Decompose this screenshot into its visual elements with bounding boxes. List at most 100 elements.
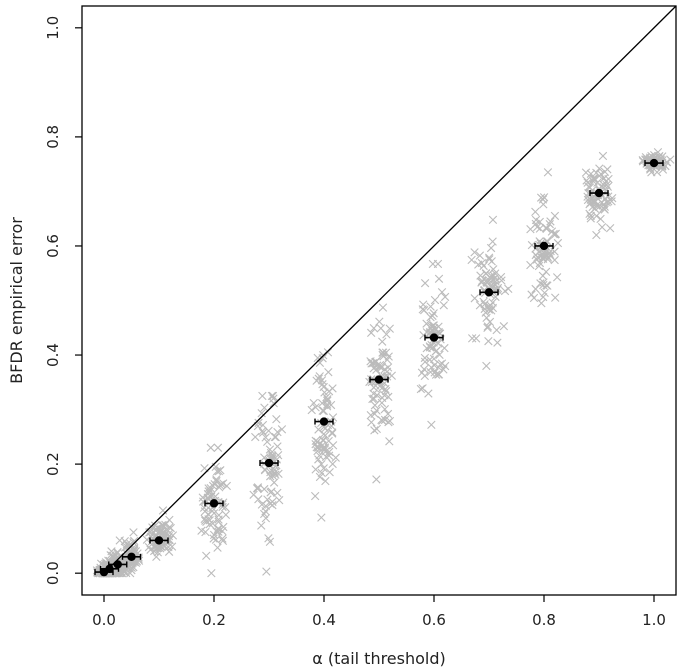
replicate-point xyxy=(257,408,266,418)
replicate-point xyxy=(218,534,227,543)
replicate-point xyxy=(493,338,502,347)
replicate-point xyxy=(586,214,595,223)
replicate-point xyxy=(543,255,552,264)
replicate-point xyxy=(603,182,612,191)
replicate-point xyxy=(328,429,337,438)
replicate-point xyxy=(328,413,338,422)
replicate-point xyxy=(369,324,379,333)
replicate-point xyxy=(277,425,287,434)
mean-point xyxy=(121,552,142,562)
y-tick-label: 1.0 xyxy=(44,16,62,40)
replicate-point xyxy=(165,535,174,545)
replicate-point xyxy=(370,426,379,435)
replicate-point xyxy=(440,292,450,302)
replicate-point xyxy=(382,367,392,376)
replicate-point xyxy=(120,537,129,546)
replicate-point xyxy=(595,171,604,181)
replicate-point xyxy=(380,404,390,414)
replicate-point xyxy=(368,394,377,404)
replicate-point xyxy=(130,536,139,546)
replicate-point xyxy=(440,343,449,353)
replicate-point xyxy=(499,322,509,331)
replicate-point xyxy=(271,432,280,442)
mean-point xyxy=(108,560,128,569)
replicate-point xyxy=(477,277,486,287)
replicate-point xyxy=(265,445,275,454)
replicate-point xyxy=(430,361,439,370)
x-tick-label: 0.4 xyxy=(312,611,336,629)
replicate-point xyxy=(431,347,440,356)
replicate-point xyxy=(366,328,376,338)
replicate-point xyxy=(258,391,267,401)
x-axis: 0.0 0.2 0.4 0.6 0.8 1.0 xyxy=(92,595,666,629)
y-tick-label: 0.6 xyxy=(44,234,62,258)
y-tick-label: 0.0 xyxy=(44,561,62,585)
replicate-point xyxy=(595,164,604,173)
replicate-point xyxy=(584,189,593,198)
replicate-point xyxy=(476,271,485,280)
mean-point xyxy=(589,188,609,198)
replicate-point xyxy=(267,391,277,401)
replicate-point xyxy=(312,443,321,452)
replicate-point xyxy=(419,306,429,315)
replicate-point xyxy=(265,537,275,546)
replicate-point xyxy=(418,384,427,393)
replicate-point xyxy=(323,348,333,357)
replicate-point xyxy=(479,297,488,306)
replicate-point xyxy=(425,342,435,351)
replicate-point xyxy=(261,514,271,523)
replicate-point xyxy=(532,255,542,264)
replicate-point xyxy=(208,481,218,491)
replicate-point xyxy=(531,207,540,217)
replicate-point xyxy=(531,219,541,229)
replicate-point xyxy=(486,243,496,253)
x-tick-label: 0.8 xyxy=(532,611,556,629)
replicate-point xyxy=(378,350,387,360)
y-tick-label: 0.8 xyxy=(44,125,62,149)
replicate-point xyxy=(437,359,447,368)
replicate-point xyxy=(268,500,277,510)
replicate-point xyxy=(260,465,270,475)
replicate-point xyxy=(125,568,135,578)
replicate-point xyxy=(550,211,560,221)
replicate-point xyxy=(550,247,559,256)
identity-reference-line xyxy=(103,5,677,574)
replicate-point xyxy=(539,193,549,202)
replicate-point xyxy=(324,367,333,377)
replicate-point xyxy=(325,447,334,457)
replicate-point xyxy=(590,197,599,206)
replicate-point xyxy=(158,506,168,515)
replicate-point xyxy=(310,491,320,501)
mean-points xyxy=(94,158,664,577)
replicate-point xyxy=(307,405,316,415)
replicate-point xyxy=(539,278,548,287)
replicate-point xyxy=(251,432,260,442)
replicate-point xyxy=(545,219,554,229)
replicate-point xyxy=(488,237,497,246)
replicate-point xyxy=(207,568,216,578)
replicate-point xyxy=(538,195,548,204)
replicate-point xyxy=(539,280,548,290)
mean-point xyxy=(534,241,554,251)
replicate-point xyxy=(268,391,278,401)
replicate-point xyxy=(214,524,224,534)
mean-point xyxy=(424,333,444,342)
replicate-point xyxy=(261,507,270,516)
replicate-point xyxy=(127,565,136,575)
replicate-point xyxy=(200,514,209,524)
replicate-point xyxy=(484,253,494,262)
replicate-point xyxy=(416,384,426,394)
replicate-point xyxy=(485,255,494,264)
replicate-point xyxy=(375,360,385,370)
replicate-point xyxy=(265,472,275,481)
replicate-point xyxy=(533,253,542,262)
replicate-point xyxy=(263,437,272,446)
replicate-point xyxy=(315,472,325,482)
replicate-point xyxy=(261,433,270,442)
replicate-point xyxy=(328,459,337,469)
replicate-point xyxy=(599,200,609,209)
replicate-point xyxy=(586,211,595,221)
replicate-point xyxy=(319,464,328,473)
replicate-point xyxy=(434,274,444,283)
replicate-point xyxy=(214,515,223,524)
